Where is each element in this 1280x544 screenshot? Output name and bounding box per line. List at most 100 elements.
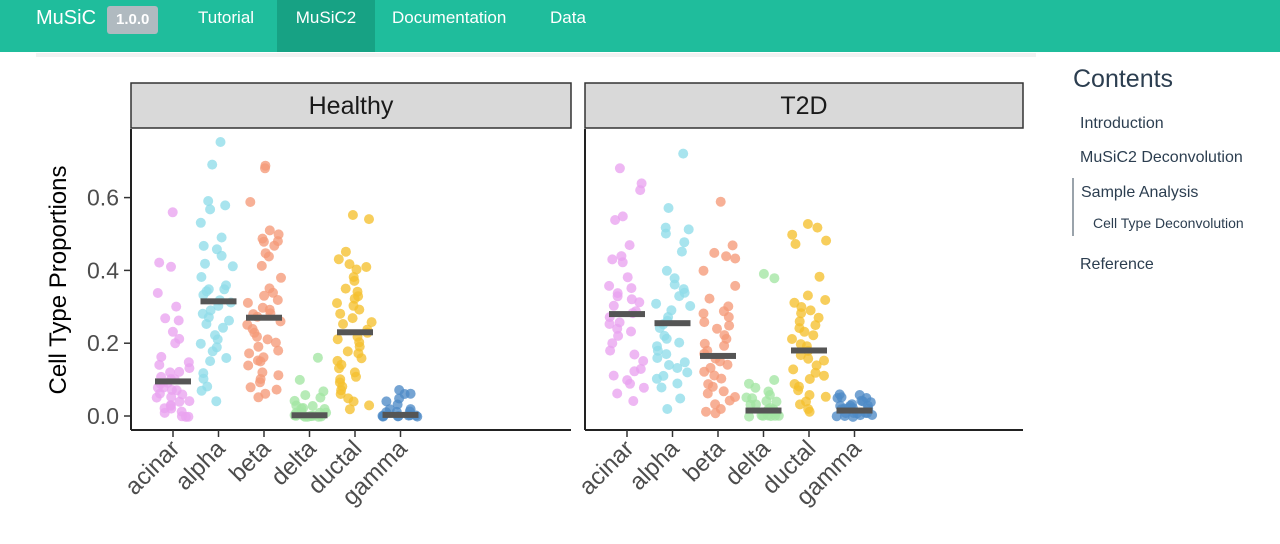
data-point-ductal [351,371,361,382]
data-point-alpha [661,265,672,276]
data-point-ductal [799,326,810,337]
x-tick-label-beta: beta [224,435,277,488]
data-point-beta [704,293,715,304]
toc-music2-deconvolution[interactable]: MuSiC2 Deconvolution [1080,149,1243,166]
data-point-alpha [195,338,206,349]
data-point-beta [730,280,741,291]
data-point-beta [710,408,721,419]
data-point-alpha [218,322,228,333]
data-point-acinar [173,315,184,326]
data-point-ductal [819,355,829,366]
nav-music2[interactable]: MuSiC2 [277,0,375,52]
data-point-acinar [628,396,639,406]
data-point-ductal [354,304,365,315]
data-point-acinar [629,349,640,360]
nav-documentation[interactable]: Documentation [392,8,507,27]
data-point-ductal [788,364,799,375]
data-point-acinar [613,330,624,341]
data-point-beta [722,359,733,370]
data-point-alpha [200,258,210,269]
data-point-alpha [676,246,687,257]
data-point-ductal [348,396,359,407]
data-point-acinar [629,366,640,377]
data-point-acinar [608,300,619,311]
data-point-ductal [810,320,821,331]
brand-logo[interactable]: MuSiC [36,7,97,29]
data-point-ductal [796,308,807,319]
data-point-acinar [617,257,628,268]
data-point-acinar [174,396,185,407]
data-point-alpha [661,349,672,360]
data-point-beta [268,287,278,298]
data-point-alpha [656,382,667,393]
data-point-beta [252,355,263,366]
x-tick-label-alpha: alpha [624,435,685,496]
nav-tutorial[interactable]: Tutorial [198,8,255,27]
data-point-acinar [604,280,615,291]
data-point-acinar [622,272,633,283]
data-point-alpha [224,315,234,326]
data-point-acinar [604,319,615,329]
data-point-acinar [154,257,165,268]
data-point-delta [758,268,769,279]
data-point-ductal [364,214,374,225]
data-point-beta [715,196,726,207]
navbar: MuSiC 1.0.0 Tutorial MuSiC2 Documentatio… [0,0,1280,52]
median-bar-acinar [155,378,191,385]
data-point-beta [724,320,735,331]
data-point-beta [699,317,710,328]
data-point-ductal [335,308,346,319]
facet-label-t2d: T2D [780,92,827,120]
data-point-alpha [203,196,214,206]
data-point-alpha [682,367,693,378]
data-point-ductal [819,370,829,381]
data-point-ductal [342,346,353,357]
data-point-ductal [804,374,815,384]
data-point-acinar [612,291,623,302]
data-point-acinar [152,288,163,298]
data-point-beta [256,260,267,271]
data-point-beta [264,225,275,236]
data-point-alpha [679,237,690,248]
data-point-ductal [349,275,360,286]
data-point-delta [312,352,323,363]
x-tick-label-acinar: acinar [574,435,639,500]
data-point-acinar [638,356,649,366]
data-point-acinar [167,207,178,218]
data-point-alpha [219,284,230,295]
toc-cell-type-deconvolution[interactable]: Cell Type Deconvolution [1093,215,1244,231]
data-point-gamma [392,399,403,410]
data-point-beta [727,240,738,251]
data-point-beta [272,295,283,305]
data-point-alpha [652,345,663,356]
data-point-gamma [381,396,392,407]
median-bar-alpha [654,320,691,327]
data-point-ductal [356,353,367,364]
y-axis-title: Cell Type Proportions [45,165,72,394]
median-bar-beta [246,314,282,321]
data-point-ductal [340,246,351,257]
toc-introduction[interactable]: Introduction [1080,115,1164,132]
x-tick-label-alpha: alpha [170,435,231,496]
data-point-ductal [347,210,358,220]
median-bar-delta [291,412,328,419]
data-point-acinar [154,359,165,370]
median-bar-delta [745,407,782,414]
data-point-beta [273,345,284,356]
data-point-alpha [651,373,662,384]
data-point-gamma [836,392,847,403]
toc-reference[interactable]: Reference [1080,256,1154,273]
data-point-acinar [624,240,635,251]
nav-data[interactable]: Data [550,8,586,27]
data-point-ductal [334,363,344,374]
data-point-acinar [607,254,618,265]
data-point-acinar [184,396,195,407]
cell-type-proportion-chart: Healthy T2D Cell Type Proportions 0.0 0.2 0.… [45,82,1024,511]
median-bar-gamma [836,407,873,414]
y-tick-label: 0.4 [87,257,119,283]
data-point-acinar [638,382,649,393]
toc-sample-analysis[interactable]: Sample Analysis [1081,184,1199,201]
data-point-acinar [626,326,636,337]
data-point-ductal [820,295,831,305]
median-bar-beta [700,352,736,359]
